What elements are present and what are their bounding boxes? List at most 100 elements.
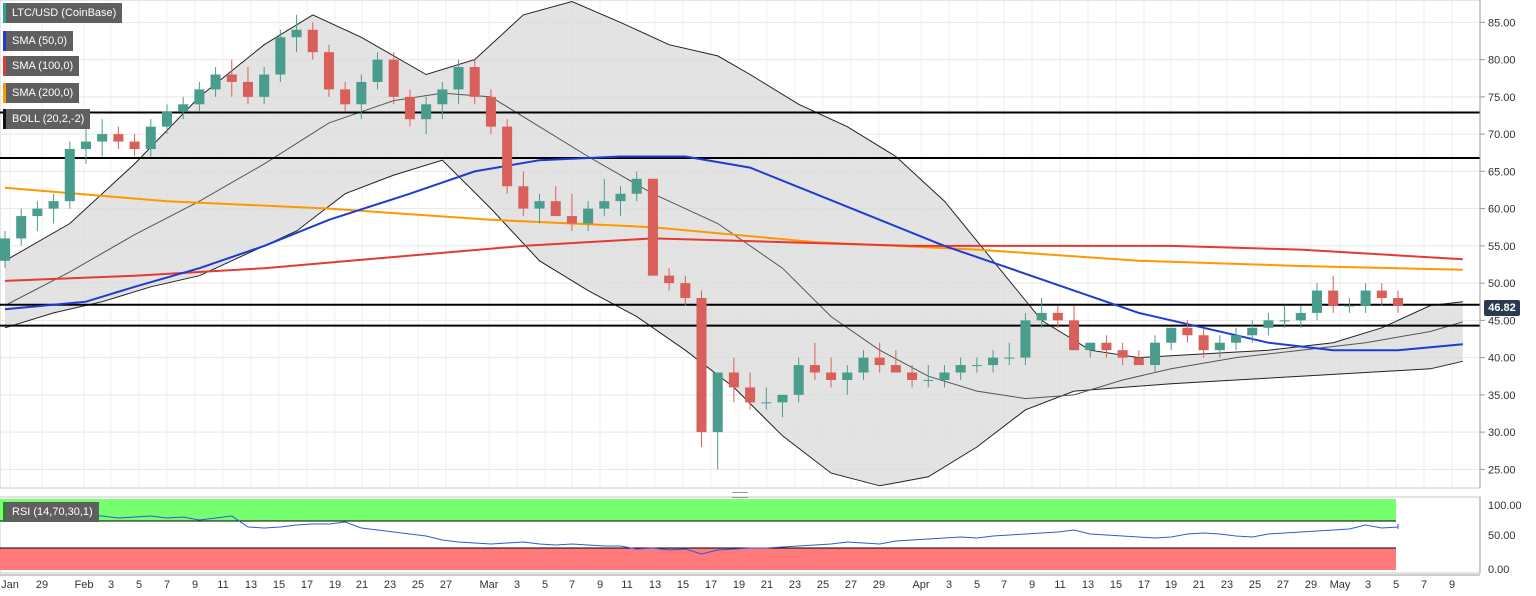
candle-body xyxy=(971,365,982,367)
candle-body xyxy=(275,37,286,75)
candle-body xyxy=(48,201,59,209)
x-tick-label: 5 xyxy=(136,579,142,591)
x-tick-label: 19 xyxy=(733,579,745,591)
candle-body xyxy=(1360,290,1371,306)
sma100-line xyxy=(4,237,1463,282)
candle-body xyxy=(518,186,529,209)
candle-body xyxy=(858,357,869,373)
candle-body xyxy=(680,283,691,299)
x-tick-label: 13 xyxy=(245,579,257,591)
y-tick-label: 35.00 xyxy=(1488,390,1516,402)
candle-body xyxy=(210,74,221,90)
candle-body xyxy=(631,178,642,194)
x-tick-label: 9 xyxy=(1029,579,1035,591)
candle-body xyxy=(907,372,918,380)
y-tick-label: 65.00 xyxy=(1488,166,1516,178)
x-tick-label: Mar xyxy=(480,579,499,591)
candle-body xyxy=(1182,327,1193,336)
x-tick-label: 9 xyxy=(192,579,198,591)
candle-body xyxy=(307,29,318,53)
x-tick-label: 23 xyxy=(384,579,396,591)
candle-body xyxy=(421,104,432,120)
candle-body xyxy=(696,298,707,433)
candle-body xyxy=(1085,342,1096,351)
legend-item-sma100[interactable]: SMA (100,0) xyxy=(3,56,80,76)
x-tick-label: 13 xyxy=(1082,579,1094,591)
candle-body xyxy=(1052,312,1063,321)
x-tick-label: 5 xyxy=(542,579,548,591)
candle-body xyxy=(583,208,594,224)
x-tick-label: 25 xyxy=(412,579,424,591)
candle-body xyxy=(1214,342,1225,351)
x-tick-label: 19 xyxy=(1165,579,1177,591)
y-tick-label: 25.00 xyxy=(1488,464,1516,476)
y-tick-label: 40.00 xyxy=(1488,353,1516,365)
rsi-oversold-zone xyxy=(0,548,1396,570)
legend-item-symbol[interactable]: LTC/USD (CoinBase) xyxy=(3,3,123,23)
candle-body xyxy=(1295,312,1306,321)
x-tick-label: 7 xyxy=(569,579,575,591)
x-tick-label: 29 xyxy=(36,579,48,591)
rsi-overbought-zone xyxy=(0,499,1396,521)
candle-body xyxy=(356,81,367,105)
x-tick-label: 27 xyxy=(440,579,452,591)
candle-body xyxy=(453,67,464,90)
x-tick-label: 7 xyxy=(1001,579,1007,591)
candle-body xyxy=(874,357,885,366)
candle-body xyxy=(566,216,577,224)
sma50-line xyxy=(4,155,1463,352)
candle-body xyxy=(16,216,27,239)
legend-label: BOLL (20,2,-2) xyxy=(12,113,85,125)
candle-body xyxy=(0,238,11,261)
x-tick-label: 17 xyxy=(1138,579,1150,591)
candle-body xyxy=(437,89,448,105)
legend-item-boll[interactable]: BOLL (20,2,-2) xyxy=(3,109,91,129)
candle-body xyxy=(145,126,156,150)
x-tick-label: 5 xyxy=(1393,579,1399,591)
legend-label: SMA (100,0) xyxy=(12,60,74,72)
legend-label: SMA (200,0) xyxy=(12,87,74,99)
x-tick-label: 11 xyxy=(621,579,632,591)
x-tick-label: 7 xyxy=(1421,579,1427,591)
horizontal-levels xyxy=(0,111,1480,327)
candle-body xyxy=(1231,335,1242,343)
candle-body xyxy=(1004,357,1015,359)
legend-item-sma50[interactable]: SMA (50,0) xyxy=(3,31,74,51)
x-tick-label: 9 xyxy=(597,579,603,591)
bollinger-fill xyxy=(5,1,1463,486)
x-tick-label: 5 xyxy=(974,579,980,591)
sma200-line xyxy=(4,186,1463,271)
x-tick-label: 29 xyxy=(873,579,885,591)
candle-body xyxy=(259,74,270,97)
candle-body xyxy=(1263,320,1274,328)
candle-body xyxy=(1247,327,1258,336)
bollinger-lower xyxy=(4,159,1463,487)
x-tick-label: 21 xyxy=(356,579,368,591)
candles xyxy=(0,14,1404,470)
y-tick-label: 70.00 xyxy=(1488,129,1516,141)
rsi-panel: 100.00 50.00 0.00 xyxy=(0,496,1522,576)
rsi-label: RSI (14,70,30,1) xyxy=(12,506,93,518)
candle-body xyxy=(502,126,513,187)
candle-body xyxy=(826,372,837,380)
x-tick-label: 15 xyxy=(1110,579,1122,591)
legend-item-sma200[interactable]: SMA (200,0) xyxy=(3,83,80,103)
x-tick-label: 27 xyxy=(1277,579,1289,591)
candle-body xyxy=(291,29,302,38)
x-tick-label: 25 xyxy=(817,579,829,591)
candle-body xyxy=(1328,290,1339,306)
legend-item-rsi[interactable]: RSI (14,70,30,1) xyxy=(3,502,99,522)
x-tick-label: 21 xyxy=(1193,579,1205,591)
candle-body xyxy=(178,104,189,112)
candle-body xyxy=(1069,320,1080,351)
candle-body xyxy=(1133,357,1144,366)
candle-body xyxy=(1020,320,1031,358)
y-tick-label: 45.00 xyxy=(1488,315,1516,327)
x-tick-label: 27 xyxy=(845,579,857,591)
x-tick-label: 11 xyxy=(1054,579,1065,591)
pane-splitter-handle[interactable] xyxy=(732,492,748,498)
candle-body xyxy=(777,394,788,403)
candle-body xyxy=(1311,290,1323,313)
moving-averages xyxy=(4,155,1463,352)
